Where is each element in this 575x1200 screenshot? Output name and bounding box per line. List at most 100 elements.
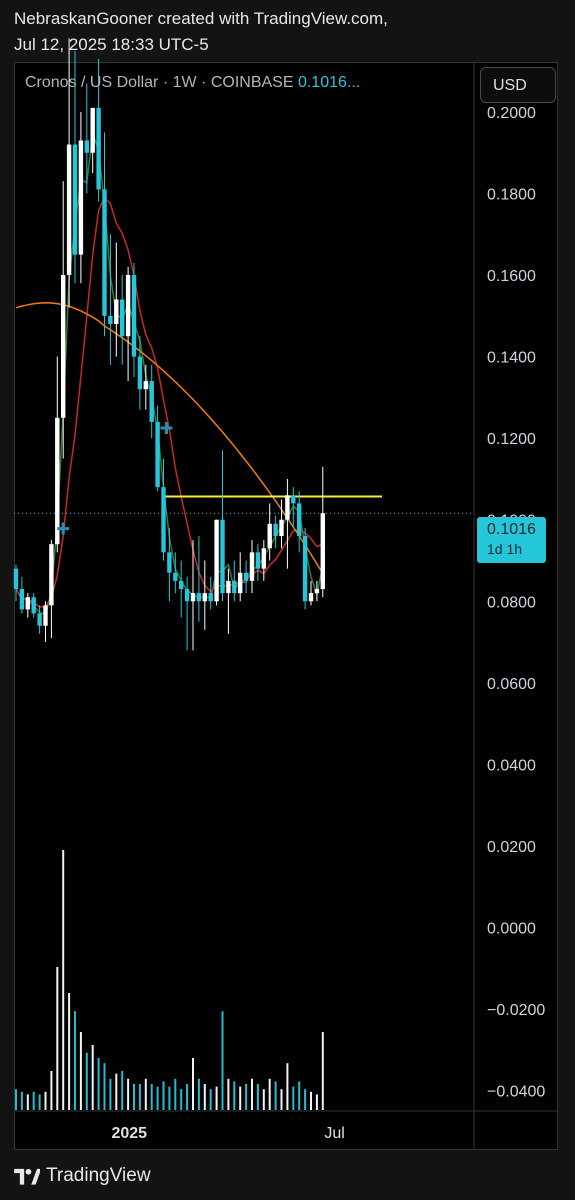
candle-body (202, 593, 207, 602)
candle-body (291, 495, 296, 504)
candle-body (108, 315, 113, 324)
volume-bar (262, 1089, 265, 1110)
volume-bar (221, 1011, 224, 1110)
volume-bar (227, 1078, 230, 1110)
volume-bar (251, 1078, 253, 1110)
volume-bar (239, 1086, 242, 1110)
volume-bar (274, 1081, 277, 1110)
volume-bar (304, 1089, 307, 1110)
candle-body (190, 593, 196, 602)
volume-bar (186, 1084, 189, 1110)
candle-body (78, 140, 84, 255)
volume-bar (292, 1086, 295, 1110)
volume-bar (180, 1089, 183, 1110)
ma-mid-line (15, 196, 324, 608)
footer-brand: TradingView (46, 1165, 151, 1186)
y-tick-label: 0.0600 (487, 676, 536, 693)
candle-body (25, 597, 30, 610)
candle-body (243, 572, 249, 581)
volume-bar (103, 1063, 106, 1110)
volume-bar (97, 1058, 100, 1110)
x-tick-label: Jul (324, 1125, 344, 1142)
y-tick-label: 0.0400 (487, 757, 536, 774)
candle-body (120, 299, 125, 337)
y-tick-label: −0.0200 (487, 1002, 545, 1019)
candle-body (267, 523, 272, 549)
volume-bar (268, 1078, 271, 1110)
bar-countdown: 1d 1h (487, 541, 523, 557)
volume-bar (79, 1032, 82, 1110)
volume-bar (115, 1073, 118, 1110)
currency-button[interactable]: USD (480, 67, 556, 103)
candle-body (66, 144, 72, 276)
volume-bar (15, 1089, 17, 1110)
ma-slow-line (15, 302, 324, 574)
last-price-value: 0.1016 (487, 521, 536, 538)
candle-body (179, 580, 184, 590)
y-tick-label: 0.1200 (487, 431, 536, 448)
candle-body (255, 552, 261, 569)
candle-body (226, 580, 231, 594)
candle-body (302, 536, 308, 602)
candle-body (43, 605, 48, 626)
candle-body (320, 513, 325, 590)
volume-bar (127, 1078, 130, 1110)
candle-body (125, 275, 131, 337)
candle-body (208, 593, 213, 602)
y-tick-label: 0.1400 (487, 350, 536, 367)
candle-body (49, 544, 54, 606)
candle-body (37, 613, 42, 626)
tradingview-footer: TradingView (14, 1165, 151, 1187)
volume-bar (280, 1089, 283, 1110)
volume-bar (133, 1084, 135, 1110)
candle-body (161, 487, 166, 553)
candle-body (131, 275, 137, 357)
x-tick-label: 2025 (111, 1125, 147, 1142)
volume-bar (38, 1094, 41, 1110)
volume-bar (26, 1094, 29, 1110)
y-tick-label: 0.0800 (487, 594, 536, 611)
candle-body (261, 548, 266, 569)
y-tick-label: −0.0400 (487, 1084, 545, 1101)
candle-body (297, 503, 302, 537)
candle-body (96, 107, 101, 190)
candle-body (214, 519, 219, 602)
volume-bar (156, 1086, 159, 1110)
y-tick-label: 0.2000 (487, 105, 536, 122)
candle-body (184, 589, 190, 602)
candle-body (90, 107, 95, 153)
candle-body (196, 593, 202, 602)
volume-bar (121, 1071, 124, 1110)
y-tick-label: 0.0000 (487, 920, 536, 937)
candle-body (167, 552, 172, 573)
candle-body (232, 580, 237, 594)
candle-body (155, 421, 160, 488)
volume-bar (32, 1091, 35, 1110)
last-price-tag: 0.1016 1d 1h (477, 517, 546, 563)
volume-bar (174, 1078, 177, 1110)
cross-marker-icon (160, 421, 173, 434)
volume-bar (203, 1084, 206, 1110)
volume-bar (197, 1078, 200, 1110)
y-tick-label: 0.0200 (487, 839, 536, 856)
candle-body (285, 495, 290, 520)
volume-bar (298, 1081, 301, 1110)
chart-credit-author: NebraskanGooner created with TradingView… (14, 9, 388, 28)
volume-bar (256, 1084, 259, 1110)
volume-bar (162, 1081, 165, 1110)
volume-bar (44, 1091, 47, 1110)
volume-bar (20, 1091, 23, 1110)
candle-body (84, 140, 89, 153)
y-tick-label: 0.1600 (487, 268, 536, 285)
candle-body (279, 519, 284, 537)
candle-body (249, 552, 255, 581)
candle-body (173, 572, 178, 581)
candle-body (72, 144, 78, 255)
volume-bar (50, 1071, 53, 1110)
legend-last-price: 0.1016... (297, 74, 361, 91)
volume-bar (91, 1045, 94, 1110)
candle-body (314, 589, 320, 594)
volume-bar (62, 850, 65, 1110)
y-tick-label: 0.1800 (487, 186, 536, 203)
